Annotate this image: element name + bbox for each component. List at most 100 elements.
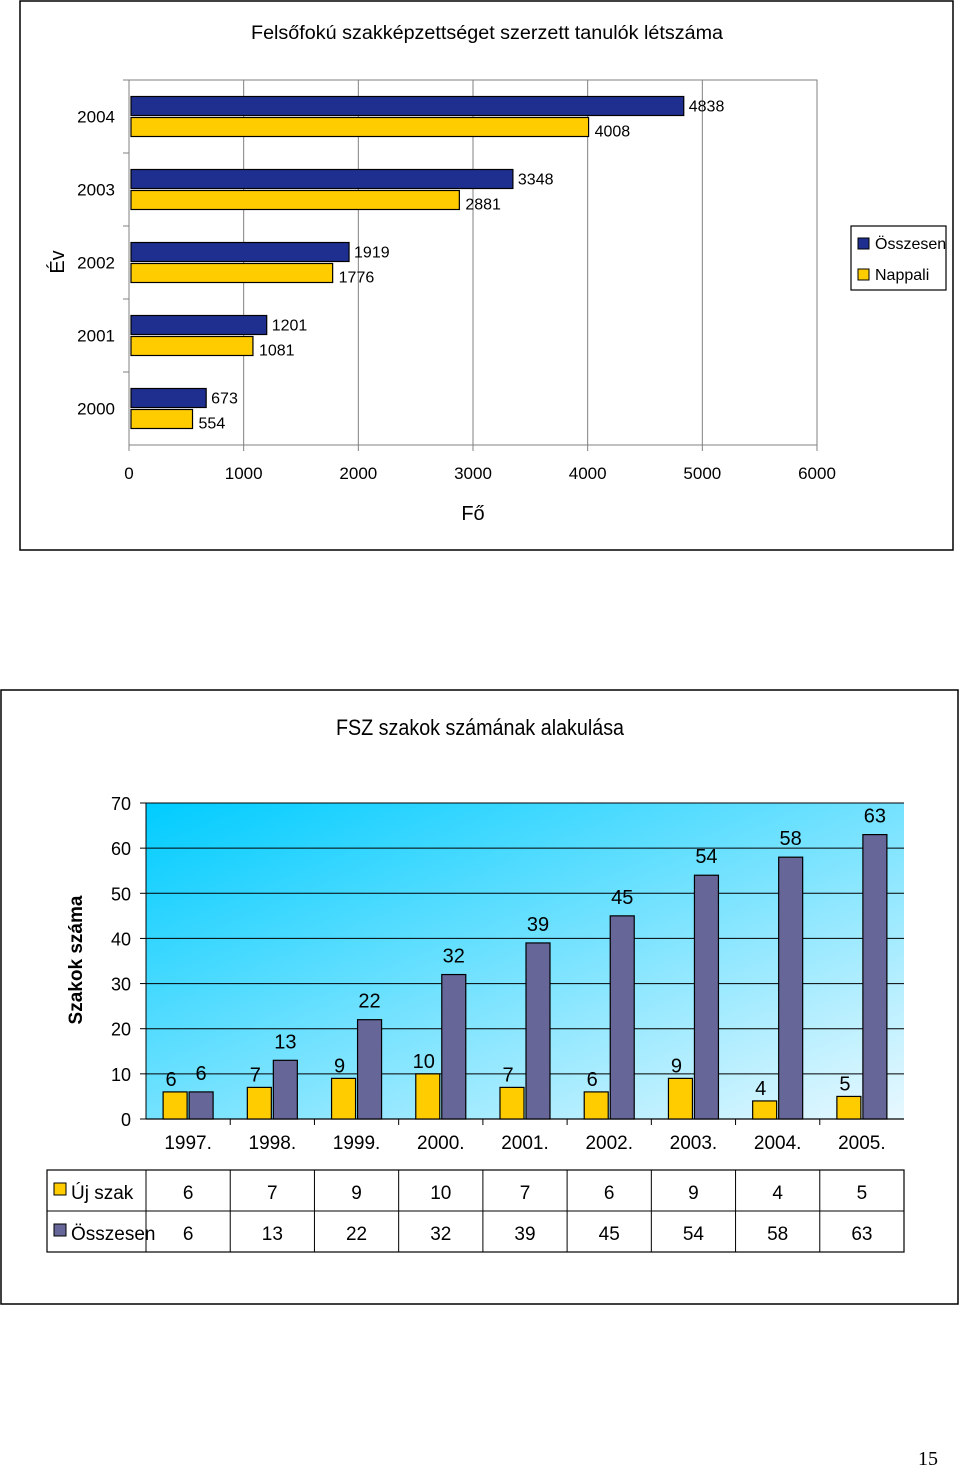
- chart2-category-label: 2002.: [585, 1133, 633, 1154]
- chart1-bar: [130, 262, 334, 284]
- chart2-y-tick-label: 10: [111, 1065, 131, 1085]
- chart2-table-cell: 6: [604, 1183, 615, 1204]
- page-number: 15: [918, 1448, 938, 1470]
- chart2-bar: [356, 1019, 383, 1120]
- chart2-table-cell: 54: [683, 1224, 705, 1245]
- chart2-table-cell: 4: [772, 1183, 783, 1204]
- chart2-y-tick-label: 50: [111, 884, 131, 904]
- chart1-bar: [130, 408, 194, 430]
- chart2-table-cell: 58: [767, 1224, 788, 1245]
- chart2-table-cell: 6: [183, 1224, 194, 1245]
- chart2-table-cell: 5: [857, 1183, 868, 1204]
- chart2-category-label: 1997.: [164, 1133, 212, 1154]
- chart1-data-label: 3348: [518, 172, 554, 189]
- chart2-table-cell: 45: [599, 1224, 620, 1245]
- chart2-category-label: 2000.: [417, 1133, 465, 1154]
- chart2-data-label: 6: [587, 1069, 598, 1091]
- chart2-data-label: 39: [527, 914, 549, 936]
- chart1-x-axis-title: Fő: [461, 503, 484, 525]
- chart2-y-tick-label: 70: [111, 794, 131, 814]
- chart2-bar: [693, 874, 720, 1120]
- chart1-category-label: 2002: [77, 254, 115, 273]
- chart2-table-cell: 22: [346, 1224, 367, 1245]
- chart2-bar: [499, 1086, 525, 1120]
- chart2-category-label: 2005.: [838, 1133, 886, 1154]
- chart1-title: Felsőfokú szakképzettséget szerzett tanu…: [251, 23, 723, 44]
- chart2-table-cell: 13: [262, 1224, 283, 1245]
- chart2-y-tick-label: 20: [111, 1020, 131, 1040]
- chart1-data-label: 554: [199, 416, 226, 433]
- chart2-category-label: 2003.: [670, 1133, 718, 1154]
- chart1-legend-swatch: [857, 268, 870, 281]
- chart2-bar: [188, 1091, 214, 1120]
- chart2-bar: [667, 1077, 694, 1120]
- chart2-data-label: 7: [250, 1064, 261, 1086]
- chart1-data-label: 4838: [689, 99, 725, 116]
- chart2-table-cell: 9: [688, 1183, 699, 1204]
- chart2-data-label: 32: [443, 946, 465, 968]
- chart2-data-label: 45: [611, 887, 633, 909]
- chart2-data-label: 4: [755, 1078, 766, 1100]
- chart1-x-tick-label: 3000: [454, 464, 492, 483]
- chart2-y-tick-label: 40: [111, 929, 131, 949]
- chart2-table-cell: 10: [430, 1183, 451, 1204]
- chart1-bar: [130, 314, 268, 336]
- chart2-data-label: 22: [358, 991, 380, 1013]
- chart2-category-label: 1998.: [249, 1133, 297, 1154]
- chart1-legend-swatch: [857, 237, 870, 250]
- chart1-x-tick-label: 0: [124, 464, 133, 483]
- chart2-bar: [583, 1091, 609, 1120]
- chart2-y-tick-label: 0: [121, 1110, 131, 1130]
- chart1-data-label: 1201: [272, 318, 308, 335]
- chart1-bar: [130, 168, 514, 190]
- chart1-bar: [130, 95, 685, 117]
- chart2-legend-swatch: [53, 1223, 67, 1237]
- chart1-bar: [130, 387, 207, 409]
- chart2-category-label: 2001.: [501, 1133, 549, 1154]
- chart2-title: FSZ szakok számának alakulása: [336, 715, 625, 740]
- chart2-data-label: 6: [166, 1069, 177, 1091]
- chart2-data-label: 9: [671, 1055, 682, 1077]
- chart2-plot-area: [146, 803, 904, 1119]
- chart1-legend-label: Nappali: [875, 267, 929, 284]
- chart2-bar: [272, 1059, 298, 1120]
- chart1-data-label: 1081: [259, 343, 295, 360]
- chart2-data-label: 10: [413, 1051, 435, 1073]
- chart2-bar: [162, 1091, 188, 1120]
- chart2-bar: [330, 1077, 357, 1120]
- chart2-table-cell: 32: [430, 1224, 451, 1245]
- chart1-bar: [130, 241, 350, 263]
- chart2-data-label: 5: [839, 1073, 850, 1095]
- chart1-x-tick-label: 6000: [798, 464, 836, 483]
- chart2-bar: [862, 833, 888, 1120]
- chart2-data-label: 58: [780, 828, 802, 850]
- chart1-data-label: 673: [211, 391, 238, 408]
- chart2-data-label: 9: [334, 1055, 345, 1077]
- chart2-bar: [415, 1073, 441, 1120]
- chart2-table-cell: 39: [514, 1224, 535, 1245]
- chart2-bar: [246, 1086, 272, 1120]
- chart2-table-cell: 7: [267, 1183, 278, 1204]
- chart2-legend-label: Új szak: [71, 1182, 134, 1204]
- chart1-x-tick-label: 1000: [225, 464, 263, 483]
- chart1-x-tick-label: 4000: [569, 464, 607, 483]
- chart1-bar: [130, 116, 590, 138]
- chart2-legend-label: Összesen: [71, 1224, 155, 1245]
- chart1-data-label: 1776: [339, 270, 375, 287]
- chart2-bar: [441, 973, 467, 1120]
- chart1-data-label: 1919: [354, 245, 390, 262]
- chart1-bar: [130, 335, 254, 357]
- chart2-bar: [609, 915, 635, 1120]
- chart1-legend-label: Összesen: [875, 235, 946, 253]
- chart1-category-label: 2003: [77, 181, 115, 200]
- chart2-table-cell: 7: [520, 1183, 531, 1204]
- chart2-data-label: 7: [502, 1064, 513, 1086]
- chart1-category-label: 2001: [77, 327, 115, 346]
- chart2-data-label: 6: [196, 1063, 207, 1085]
- chart1-x-tick-label: 5000: [683, 464, 721, 483]
- chart1-data-label: 2881: [465, 197, 501, 214]
- chart2-bar: [752, 1100, 778, 1120]
- chart2-bar: [778, 856, 804, 1120]
- chart1-category-label: 2004: [77, 108, 115, 127]
